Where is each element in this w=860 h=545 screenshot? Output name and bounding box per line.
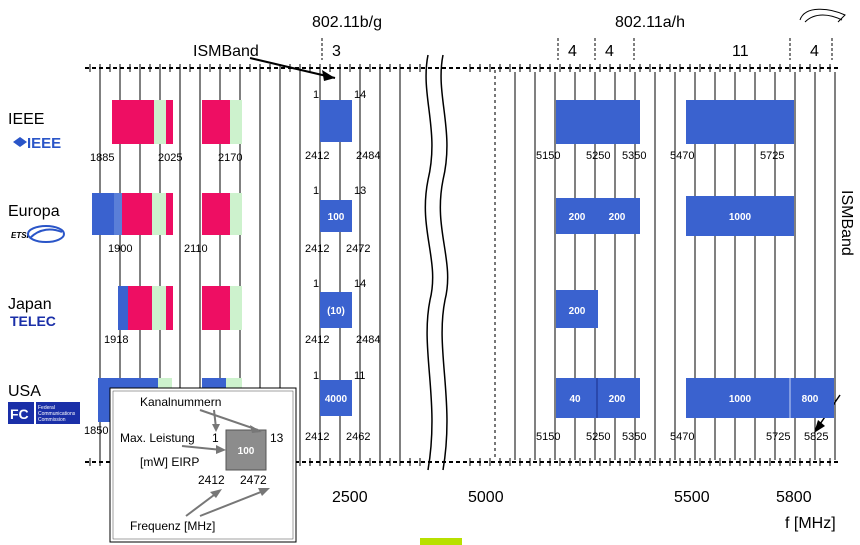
svg-text:Communications: Communications: [38, 411, 76, 417]
channel-count-a4: 4: [810, 43, 819, 60]
svg-text:5350: 5350: [622, 431, 646, 443]
svg-text:40: 40: [569, 394, 581, 405]
svg-text:2412: 2412: [198, 473, 225, 487]
svg-text:2110: 2110: [184, 243, 208, 255]
svg-text:5725: 5725: [760, 150, 784, 162]
region-label-ieee: IEEE: [8, 111, 44, 128]
axis-unit-label: f [MHz]: [785, 515, 836, 532]
svg-text:200: 200: [569, 306, 586, 317]
svg-text:ETSI: ETSI: [11, 231, 30, 240]
svg-text:2025: 2025: [158, 152, 182, 164]
svg-text:11: 11: [354, 370, 365, 382]
svg-text:2472: 2472: [346, 243, 370, 255]
svg-text:1: 1: [313, 185, 319, 197]
svg-text:1000: 1000: [729, 212, 752, 223]
svg-text:2412: 2412: [305, 150, 329, 162]
x-axis-labels: 2500 5000 5500 5800 f [MHz]: [332, 489, 836, 532]
svg-text:Max. Leistung: Max. Leistung: [120, 431, 195, 445]
svg-text:5250: 5250: [586, 431, 610, 443]
svg-text:2170: 2170: [218, 152, 242, 164]
svg-text:1000: 1000: [729, 394, 752, 405]
svg-text:1: 1: [313, 370, 319, 382]
svg-text:Kanalnummern: Kanalnummern: [140, 395, 221, 409]
svg-text:5150: 5150: [536, 150, 560, 162]
telec-logo-icon: TELEC: [10, 313, 56, 329]
svg-text:1: 1: [212, 431, 219, 445]
svg-text:2484: 2484: [356, 150, 380, 162]
svg-text:Federal: Federal: [38, 405, 55, 411]
row-ieee: IEEE IEEE 1885 2025 2170 1 14 2412 2484 …: [8, 89, 794, 164]
svg-text:13: 13: [270, 431, 284, 445]
axis-break: [424, 54, 496, 471]
axis-tick-5500: 5500: [674, 489, 710, 506]
svg-text:100: 100: [238, 446, 255, 457]
channel-count-a3: 11: [732, 43, 749, 60]
axis-tick-5800: 5800: [776, 489, 812, 506]
svg-text:200: 200: [569, 212, 586, 223]
legend-box: Kanalnummern Max. Leistung [mW] EIRP 1 1…: [109, 387, 297, 543]
svg-text:2412: 2412: [305, 243, 329, 255]
channel-count-a1: 4: [568, 43, 577, 60]
svg-text:2484: 2484: [356, 334, 380, 346]
svg-text:800: 800: [802, 394, 819, 405]
region-label-japan: Japan: [8, 296, 52, 313]
header-802-11ah: 802.11a/h: [615, 14, 685, 31]
svg-text:2462: 2462: [346, 431, 370, 443]
etsi-logo-icon: ETSI: [11, 225, 65, 243]
svg-text:2472: 2472: [240, 473, 267, 487]
svg-text:FC: FC: [10, 406, 29, 422]
svg-text:13: 13: [354, 185, 366, 197]
svg-text:5150: 5150: [536, 431, 560, 443]
svg-text:1900: 1900: [108, 243, 132, 255]
svg-text:TELEC: TELEC: [10, 313, 56, 329]
channel-count-bg: 3: [332, 43, 341, 60]
fcc-logo-icon: FC Federal Communications Commission: [8, 402, 80, 424]
svg-text:2412: 2412: [305, 334, 329, 346]
svg-text:200: 200: [609, 212, 626, 223]
corner-sketch-icon: [799, 8, 846, 23]
svg-text:1885: 1885: [90, 152, 114, 164]
svg-text:(10): (10): [327, 306, 345, 317]
svg-text:14: 14: [354, 278, 366, 290]
svg-text:14: 14: [354, 89, 366, 101]
row-japan: Japan TELEC (10) 200 1918 1 14 2412 2484: [8, 278, 598, 346]
standard-headers: 802.11b/g 802.11a/h ISMBand 3 4 4 11 4: [193, 14, 833, 81]
ism-band-vertical-label: ISMBand: [838, 190, 855, 256]
svg-text:100: 100: [328, 212, 345, 223]
svg-text:5470: 5470: [670, 150, 694, 162]
svg-text:4000: 4000: [325, 394, 348, 405]
svg-text:1: 1: [313, 89, 319, 101]
svg-text:[mW] EIRP: [mW] EIRP: [140, 455, 199, 469]
channel-count-a2: 4: [605, 43, 614, 60]
svg-text:1: 1: [313, 278, 319, 290]
region-label-usa: USA: [8, 383, 41, 400]
svg-text:5470: 5470: [670, 431, 694, 443]
svg-text:IEEE: IEEE: [27, 135, 61, 152]
svg-text:5725: 5725: [766, 431, 790, 443]
bottom-logo-icon: [420, 538, 462, 545]
svg-text:1850: 1850: [84, 425, 108, 437]
axis-tick-2500: 2500: [332, 489, 368, 506]
svg-text:1918: 1918: [104, 334, 128, 346]
ism-band-label: ISMBand: [193, 43, 259, 60]
svg-text:200: 200: [609, 394, 626, 405]
header-802-11bg: 802.11b/g: [312, 14, 382, 31]
svg-text:2412: 2412: [305, 431, 329, 443]
svg-text:Commission: Commission: [38, 417, 66, 423]
row-usa: USA FC Federal Communications Commission…: [8, 370, 834, 443]
axis-tick-5000: 5000: [468, 489, 504, 506]
svg-text:5350: 5350: [622, 150, 646, 162]
region-label-europa: Europa: [8, 203, 60, 220]
svg-text:5250: 5250: [586, 150, 610, 162]
svg-text:5825: 5825: [804, 431, 828, 443]
row-europa: Europa ETSI 100 200 200 1000 1900 2110 1…: [8, 185, 794, 255]
svg-text:Frequenz [MHz]: Frequenz [MHz]: [130, 519, 215, 533]
ieee-logo-icon: IEEE: [13, 135, 61, 152]
